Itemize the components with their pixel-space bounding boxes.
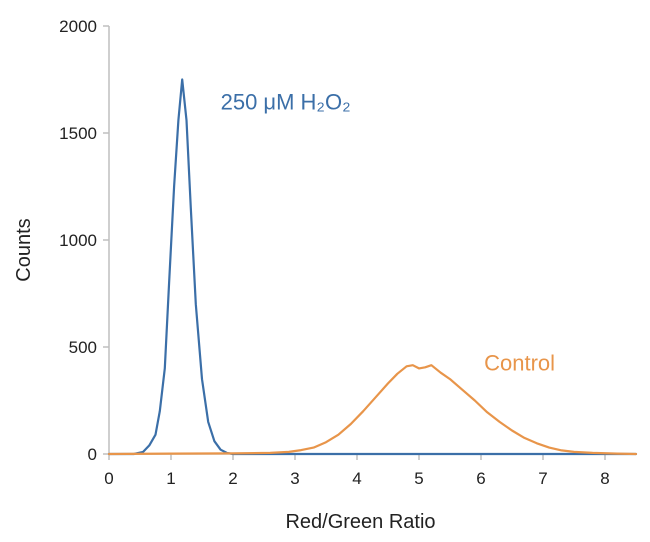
y-tick-label: 2000 — [59, 17, 97, 36]
x-tick-label: 6 — [476, 469, 485, 488]
series-layer: 250 μM H₂O₂ Control — [107, 78, 638, 456]
series-line-1 — [107, 364, 638, 456]
x-axis-title: Red/Green Ratio — [285, 511, 435, 533]
x-tick-label: 0 — [104, 469, 113, 488]
x-tick-label: 2 — [228, 469, 237, 488]
x-tick-label: 3 — [290, 469, 299, 488]
y-tick-label: 0 — [88, 445, 97, 464]
y-tick-label: 1000 — [59, 231, 97, 250]
x-tick-label: 8 — [600, 469, 609, 488]
y-axis-title: Counts — [13, 218, 35, 281]
y-tick-label: 1500 — [59, 124, 97, 143]
series-line-0 — [107, 78, 638, 456]
y-axis-ticks: 0 500 1000 1500 2000 — [59, 17, 109, 464]
x-tick-label: 1 — [166, 469, 175, 488]
y-tick-label: 500 — [69, 338, 97, 357]
series-label-0: 250 μM H₂O₂ — [221, 89, 351, 114]
x-axis-ticks: 0 1 2 3 4 5 6 7 8 — [104, 454, 610, 488]
x-tick-label: 4 — [352, 469, 361, 488]
x-tick-label: 5 — [414, 469, 423, 488]
series-label-1: Control — [484, 351, 555, 376]
x-tick-label: 7 — [538, 469, 547, 488]
